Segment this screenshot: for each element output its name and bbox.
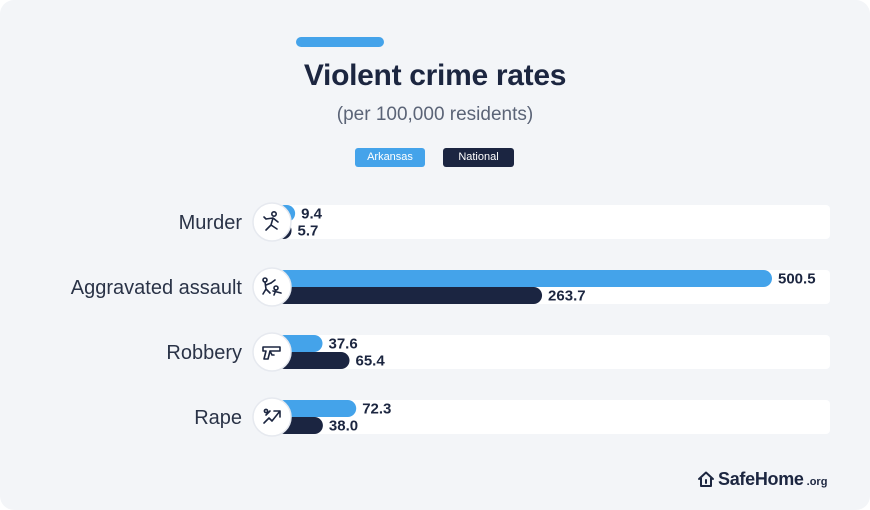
accent-bar <box>296 37 384 47</box>
bar-track <box>286 400 830 434</box>
bar-national <box>276 352 350 369</box>
brand-name: SafeHome <box>718 468 804 489</box>
value-label-arkansas: 72.3 <box>362 401 391 418</box>
category-label: Aggravated assault <box>71 277 243 299</box>
chart-row-3: Rape 72.338.0 <box>194 397 830 437</box>
chart-row-1: Aggravated assault 500.5 263.7 <box>71 267 830 307</box>
value-label-national: 5.7 <box>298 223 319 240</box>
icon-circle <box>252 397 292 437</box>
value-label-national: 65.4 <box>356 353 386 370</box>
chart-title: Violent crime rates <box>303 59 567 92</box>
assault-icon <box>262 277 282 296</box>
chart-row-0: Murder 9.45.7 <box>179 202 830 242</box>
icon-circle <box>252 267 292 307</box>
murder-icon <box>263 211 279 231</box>
bar-arkansas <box>276 400 357 417</box>
value-label-arkansas: 37.6 <box>329 336 358 353</box>
icon-circle <box>252 332 292 372</box>
house-icon <box>698 471 714 487</box>
brand-tld: .org <box>806 476 828 488</box>
value-label-national: 263.7 <box>548 288 586 305</box>
bar-national <box>276 287 543 304</box>
category-label: Murder <box>179 212 243 234</box>
category-label: Rape <box>194 407 242 429</box>
bar-arkansas <box>276 270 772 287</box>
legend-arkansas: Arkansas <box>355 148 425 167</box>
gun-icon <box>262 346 281 360</box>
safehome-logo: SafeHome .org <box>697 467 827 491</box>
category-label: Robbery <box>166 342 242 364</box>
legend-national: National <box>443 148 514 167</box>
bar-track <box>286 205 830 239</box>
value-label-arkansas: 500.5 <box>778 271 816 288</box>
bar-track <box>286 335 830 369</box>
chart-subtitle: (per 100,000 residents) <box>336 104 534 125</box>
value-label-national: 38.0 <box>329 418 358 435</box>
rape-icon <box>263 408 281 424</box>
value-label-arkansas: 9.4 <box>301 206 323 223</box>
chart-row-2: Robbery 37.665.4 <box>166 332 830 372</box>
